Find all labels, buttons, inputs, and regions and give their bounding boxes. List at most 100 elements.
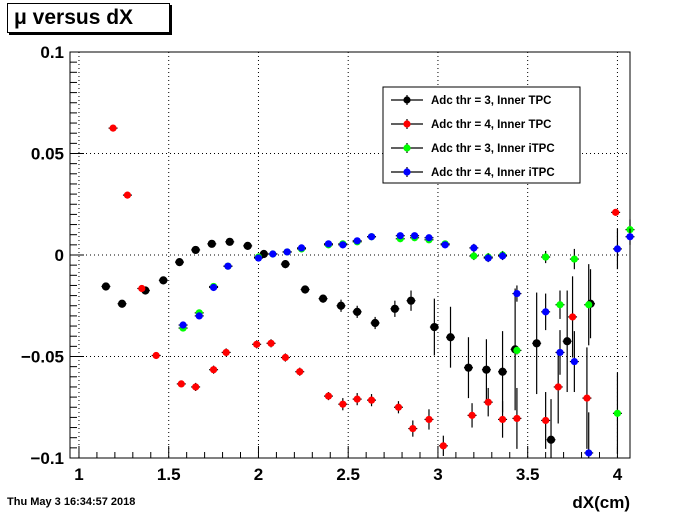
legend-marker xyxy=(403,144,411,152)
data-point xyxy=(192,383,200,391)
data-point xyxy=(296,368,304,376)
data-point xyxy=(297,244,306,252)
data-point xyxy=(339,241,347,249)
chart-title: μ versus dX xyxy=(14,6,134,29)
timestamp: Thu May 3 16:34:57 2018 xyxy=(7,496,136,508)
data-point xyxy=(613,409,622,417)
data-point xyxy=(430,322,439,332)
data-point xyxy=(546,435,556,444)
data-point xyxy=(281,260,290,269)
data-point xyxy=(484,398,492,406)
data-point xyxy=(224,262,232,270)
legend-marker xyxy=(403,96,411,104)
data-point xyxy=(177,380,185,388)
data-point xyxy=(513,346,521,355)
data-point xyxy=(556,348,564,357)
legend-label: Adc thr = 4, Inner iTPC xyxy=(431,167,555,179)
series-1 xyxy=(101,237,595,458)
legend-marker xyxy=(403,120,411,128)
data-point xyxy=(612,208,620,216)
data-point xyxy=(585,301,593,309)
data-point xyxy=(482,365,491,374)
data-point xyxy=(585,449,593,457)
y-tick-label: 0.1 xyxy=(40,43,64,62)
x-tick-label: 3 xyxy=(433,465,442,484)
legend-label: Adc thr = 3, Inner iTPC xyxy=(431,143,555,155)
data-point xyxy=(425,234,433,242)
data-point xyxy=(484,254,492,262)
data-point xyxy=(441,241,449,249)
data-point xyxy=(570,357,578,366)
data-point xyxy=(470,244,478,252)
data-point xyxy=(626,233,634,241)
x-tick-label: 3.5 xyxy=(516,465,540,484)
data-points xyxy=(101,124,635,458)
data-point xyxy=(513,289,521,298)
legend-marker xyxy=(403,168,411,176)
data-point xyxy=(353,307,362,316)
data-point xyxy=(243,241,252,250)
data-point xyxy=(425,415,433,424)
data-point xyxy=(367,396,376,404)
y-tick-label: 0.05 xyxy=(31,145,64,164)
y-tick-label: 0 xyxy=(55,246,64,265)
data-point xyxy=(207,239,216,248)
data-point xyxy=(411,232,419,240)
data-point xyxy=(254,254,263,262)
data-point xyxy=(117,299,127,308)
data-point xyxy=(225,237,234,246)
data-point xyxy=(498,415,507,424)
legend-label: Adc thr = 3, Inner TPC xyxy=(431,95,551,107)
data-point xyxy=(371,318,380,328)
data-point xyxy=(336,301,346,310)
x-axis-label: dX(cm) xyxy=(572,493,630,512)
data-point xyxy=(209,366,218,374)
data-point xyxy=(470,252,478,260)
data-point xyxy=(396,232,404,240)
data-point xyxy=(556,301,564,309)
data-point xyxy=(498,252,507,260)
title-box: μ versus dX xyxy=(7,3,170,33)
data-point xyxy=(513,414,521,423)
data-point xyxy=(152,351,160,360)
data-point xyxy=(390,304,399,313)
data-point xyxy=(583,394,591,402)
data-point xyxy=(542,416,550,425)
axes-frame: 1 1.5 2 2.5 3 3.5 4 0.1 0.05 0 −0.05 −0.1 xyxy=(21,43,631,484)
data-point xyxy=(542,253,550,261)
data-point xyxy=(159,276,168,285)
data-point xyxy=(339,400,347,408)
y-tick-label: −0.1 xyxy=(30,449,64,468)
legend-box xyxy=(382,86,581,184)
data-point xyxy=(367,233,376,241)
series-2 xyxy=(108,124,621,456)
data-point xyxy=(138,284,146,293)
data-point xyxy=(568,313,577,321)
data-point xyxy=(175,258,184,267)
data-point xyxy=(464,363,473,372)
data-point xyxy=(324,240,333,248)
data-point xyxy=(109,124,117,132)
data-point xyxy=(209,283,218,292)
data-point xyxy=(267,339,275,347)
data-point xyxy=(406,296,416,305)
data-point xyxy=(301,285,310,294)
series-4 xyxy=(178,228,635,458)
data-point xyxy=(101,282,110,291)
legend: Adc thr = 3, Inner TPC Adc thr = 4, Inner… xyxy=(382,86,581,184)
data-point xyxy=(281,353,289,362)
x-tick-label: 4 xyxy=(613,465,623,484)
data-point xyxy=(613,245,622,253)
legend-label: Adc thr = 4, Inner TPC xyxy=(431,119,551,131)
x-tick-label: 1.5 xyxy=(157,465,181,484)
data-point xyxy=(195,312,203,320)
data-point xyxy=(498,367,507,376)
y-tick-label: −0.05 xyxy=(21,348,64,367)
data-point xyxy=(394,403,403,411)
data-point xyxy=(318,294,328,303)
data-point xyxy=(542,308,550,316)
data-point xyxy=(283,248,291,256)
data-point xyxy=(253,340,261,348)
data-point xyxy=(409,424,417,433)
